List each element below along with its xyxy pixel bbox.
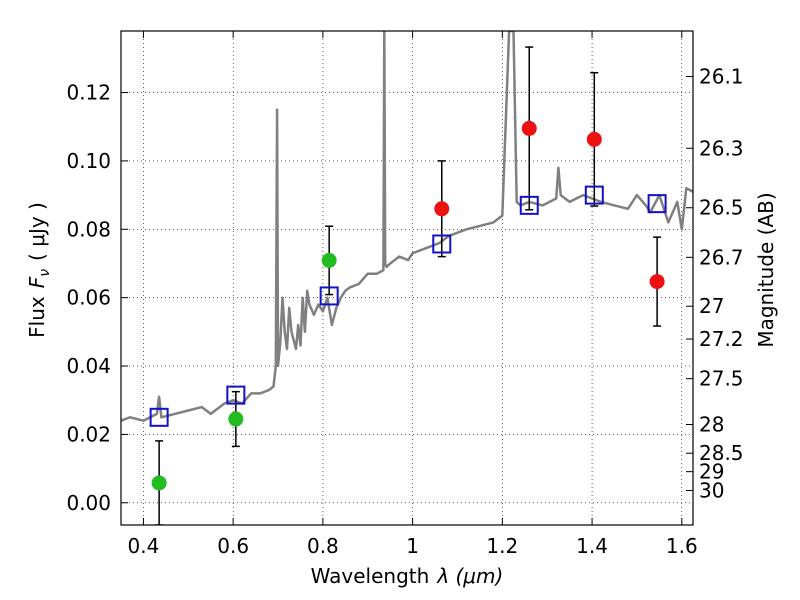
photometry-points: [149, 46, 667, 525]
spectrum-line: [121, 31, 693, 422]
model-photometry-point: [149, 407, 169, 427]
grid-lines: [121, 31, 693, 525]
x-axis-label-symbol: λ (μm): [436, 564, 503, 588]
flux-point: [521, 120, 537, 136]
x-tick-label: 0.4: [128, 534, 160, 558]
y-axis-label-unit: ( μJy ): [25, 202, 49, 261]
y-tick-label: 0.04: [66, 354, 111, 378]
y2-tick-label: 26.7: [699, 245, 744, 269]
model-spectrum: [121, 31, 693, 422]
y-tick-label: 0.08: [66, 217, 111, 241]
flux-point: [321, 252, 337, 268]
y-tick-label: 0.10: [66, 149, 111, 173]
y-axis-label-text: Flux: [25, 296, 49, 338]
y2-tick-label: 30: [699, 478, 724, 502]
x-tick-label: 0.6: [217, 534, 249, 558]
model-photometry-point: [584, 185, 604, 205]
x-tick-label: 1.4: [576, 534, 608, 558]
y2-tick-label: 26.5: [699, 196, 744, 220]
x-tick-label: 1.2: [486, 534, 518, 558]
y2-tick-label: 27: [699, 294, 724, 318]
y-tick-label: 0.12: [66, 81, 111, 105]
model-photometry-point: [226, 385, 246, 405]
y-tick-label: 0.00: [66, 491, 111, 515]
flux-point: [586, 131, 602, 147]
x-axis-label: Wavelength λ (μm): [311, 564, 504, 588]
y-tick-label: 0.02: [66, 422, 111, 446]
flux-point: [228, 411, 244, 427]
model-photometry-point: [519, 195, 539, 215]
flux-point: [649, 274, 665, 290]
y-axis-label-symbol: F: [25, 276, 49, 288]
y2-tick-label: 28: [699, 412, 724, 436]
axis-ticks: 0.4 0.6 0.8 1 1.2 1.4 1.6 0.00 0.02 0.04 0.06 0.08 0…: [66, 31, 744, 558]
flux-point: [434, 201, 450, 217]
y-axis-label-subscript: ν: [37, 269, 53, 277]
x-axis-label-text: Wavelength: [311, 564, 430, 588]
y-axis-label: Flux Fν ( μJy ): [25, 202, 53, 338]
model-photometry-point: [432, 234, 452, 254]
y2-tick-label: 26.1: [699, 64, 744, 88]
model-photometry-point: [319, 286, 339, 306]
plot-frame: [120, 30, 694, 526]
x-tick-label: 0.8: [307, 534, 339, 558]
y2-tick-label: 26.3: [699, 136, 744, 160]
y2-tick-label: 29: [699, 460, 724, 484]
x-tick-label: 1: [406, 534, 419, 558]
y2-tick-label: 28.5: [699, 441, 744, 465]
y2-axis-label: Magnitude (AB): [754, 192, 778, 347]
y2-tick-label: 27.2: [699, 327, 744, 351]
y-tick-label: 0.06: [66, 286, 111, 310]
x-tick-label: 1.6: [666, 534, 698, 558]
flux-point: [151, 475, 167, 491]
y2-tick-label: 27.5: [699, 367, 744, 391]
model-photometry-point: [647, 194, 667, 214]
